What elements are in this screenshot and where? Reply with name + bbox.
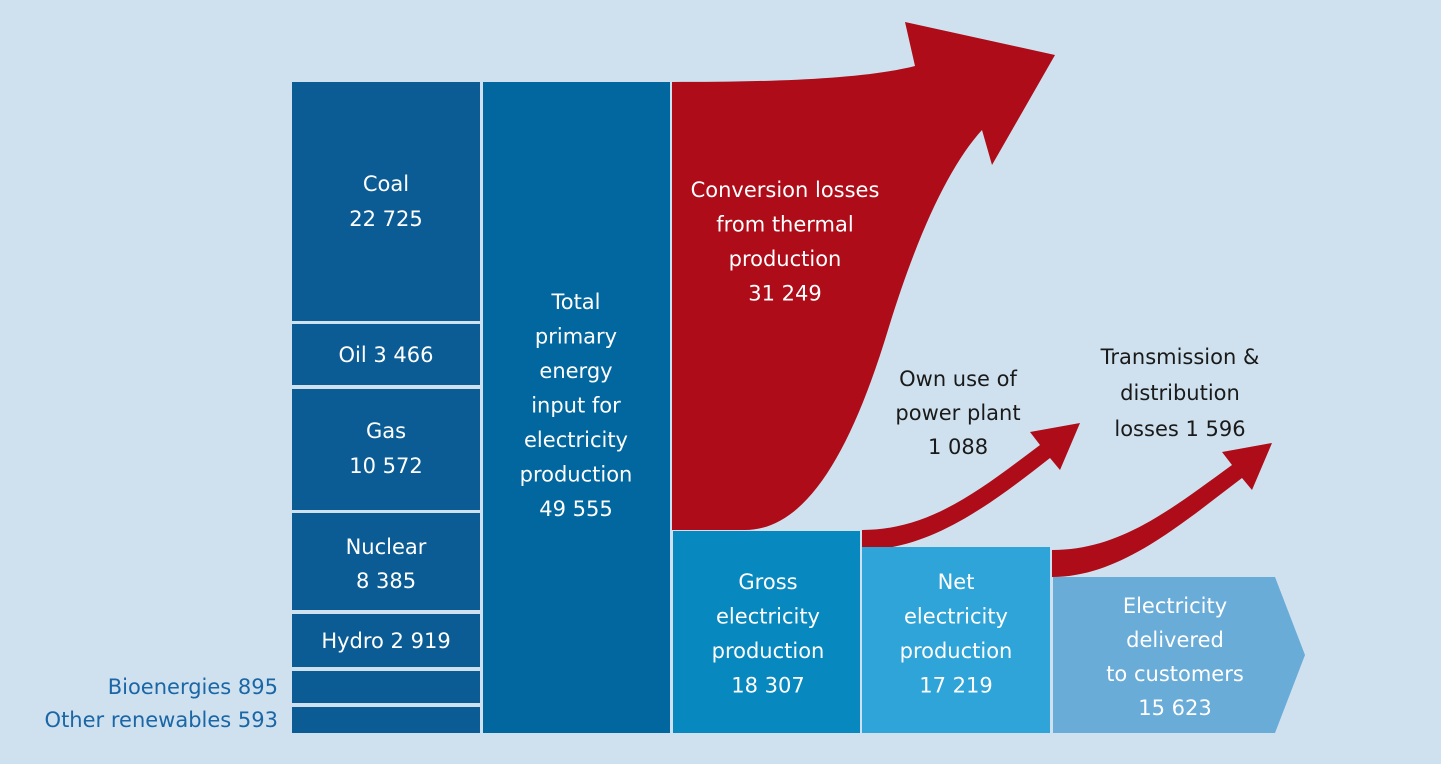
label: Net bbox=[938, 570, 975, 594]
gross-box bbox=[673, 531, 860, 733]
label: Electricity bbox=[1123, 594, 1227, 618]
label: 31 249 bbox=[748, 282, 821, 306]
label: Hydro 2 919 bbox=[321, 629, 450, 653]
conversion-losses-arrow bbox=[672, 22, 1055, 530]
label: primary bbox=[535, 325, 617, 349]
label: distribution bbox=[1120, 381, 1240, 405]
label: to customers bbox=[1106, 662, 1244, 686]
label: 8 385 bbox=[356, 569, 416, 593]
label: Gross bbox=[738, 570, 797, 594]
label: electricity bbox=[716, 605, 820, 629]
other-renewables-box bbox=[292, 707, 480, 733]
label: Transmission & bbox=[1100, 345, 1260, 369]
label: Oil 3 466 bbox=[339, 343, 434, 367]
label: Bioenergies 895 bbox=[108, 675, 278, 699]
label: 49 555 bbox=[539, 497, 612, 521]
label: losses 1 596 bbox=[1114, 417, 1245, 441]
label: 10 572 bbox=[349, 454, 422, 478]
label: Other renewables 593 bbox=[45, 708, 278, 732]
nuclear-box bbox=[292, 513, 480, 610]
total-box bbox=[483, 82, 670, 733]
own-use-arrow bbox=[862, 423, 1080, 550]
oil-box bbox=[292, 324, 480, 385]
label: from thermal bbox=[716, 213, 853, 237]
bioenergies-box bbox=[292, 671, 480, 703]
label: Gas bbox=[366, 419, 406, 443]
label: Own use of bbox=[899, 367, 1017, 391]
label: electricity bbox=[904, 605, 1008, 629]
label: delivered bbox=[1126, 628, 1224, 652]
net-box bbox=[862, 547, 1050, 733]
label: production bbox=[900, 639, 1013, 663]
label: 15 623 bbox=[1138, 696, 1211, 720]
label: 18 307 bbox=[731, 674, 804, 698]
coal-box bbox=[292, 82, 480, 321]
label: energy bbox=[539, 359, 612, 383]
label: Conversion losses bbox=[691, 178, 880, 202]
label: electricity bbox=[524, 428, 628, 452]
transmission-arrow bbox=[1052, 443, 1272, 577]
gas-box bbox=[292, 389, 480, 510]
label: production bbox=[712, 639, 825, 663]
label: 22 725 bbox=[349, 207, 422, 231]
label: input for bbox=[531, 394, 621, 418]
label: power plant bbox=[895, 401, 1020, 425]
label: Total bbox=[550, 290, 600, 314]
label: 1 088 bbox=[928, 435, 988, 459]
label: 17 219 bbox=[919, 674, 992, 698]
label: production bbox=[729, 247, 842, 271]
label: Coal bbox=[363, 172, 409, 196]
delivered-box bbox=[1053, 577, 1305, 733]
label: production bbox=[520, 463, 633, 487]
hydro-box bbox=[292, 614, 480, 667]
label: Nuclear bbox=[346, 535, 427, 559]
